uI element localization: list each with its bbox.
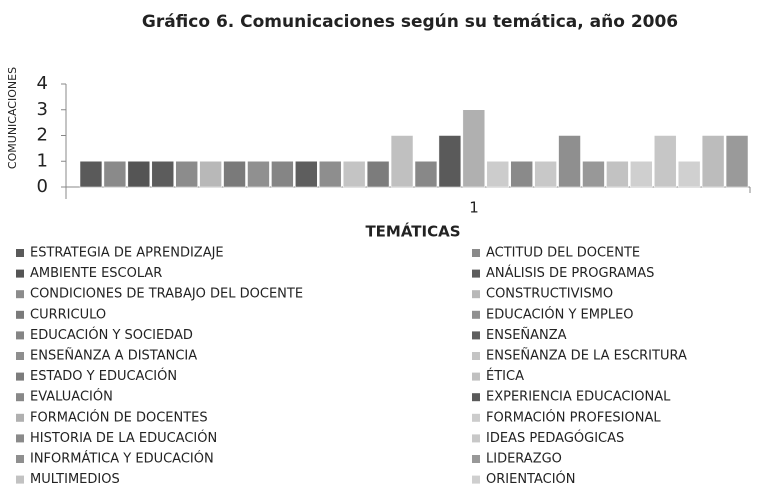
y-tick-label: 0 xyxy=(37,176,48,197)
y-tick-label: 4 xyxy=(37,73,48,94)
legend-label: ENSEÑANZA A DISTANCIA xyxy=(30,348,197,364)
bar xyxy=(342,161,366,188)
bar xyxy=(582,161,605,188)
bar xyxy=(725,135,749,188)
legend-label: FORMACIÓN PROFESIONAL xyxy=(486,409,661,425)
legend-swatch xyxy=(16,372,24,381)
bar xyxy=(486,161,509,188)
legend-label: ORIENTACIÓN xyxy=(486,471,576,487)
bar xyxy=(677,161,701,188)
legend-swatch xyxy=(16,310,24,319)
legend-label: EDUCACIÓN Y SOCIEDAD xyxy=(30,327,193,343)
legend-label: ESTRATEGIA DE APRENDIZAJE xyxy=(30,246,224,261)
bar xyxy=(366,161,390,188)
legend-label: EXPERIENCIA EDUCACIONAL xyxy=(486,390,671,405)
chart-title: Gráfico 6. Comunicaciones según su temát… xyxy=(142,12,678,32)
legend-swatch xyxy=(472,475,480,484)
legend-label: CONDICIONES DE TRABAJO DEL DOCENTE xyxy=(30,287,303,302)
bar xyxy=(199,161,222,188)
y-tick-label: 3 xyxy=(37,99,48,120)
bar xyxy=(390,135,414,188)
legend-label: IDEAS PEDAGÓGICAS xyxy=(486,430,624,446)
legend-swatch xyxy=(472,331,480,340)
bar xyxy=(510,161,533,188)
y-axis-label: COMUNICACIONES xyxy=(6,67,19,169)
legend-label: ÉTICA xyxy=(486,368,524,384)
legend-swatch xyxy=(16,249,24,257)
legend-label: MULTIMEDIOS xyxy=(30,472,120,487)
y-tick-label: 2 xyxy=(37,125,48,146)
bar xyxy=(319,161,342,188)
legend-swatch xyxy=(472,413,480,422)
legend-swatch xyxy=(472,393,480,402)
bar xyxy=(247,161,270,188)
bar xyxy=(127,161,151,188)
legend-swatch xyxy=(472,372,480,381)
legend-label: CONSTRUCTIVISMO xyxy=(486,287,613,302)
legend-label: CURRICULO xyxy=(30,307,106,322)
bar xyxy=(534,161,557,188)
legend-label: FORMACIÓN DE DOCENTES xyxy=(30,409,208,425)
x-axis-label: TEMÁTICAS xyxy=(365,222,460,241)
legend-swatch xyxy=(16,434,24,443)
bar xyxy=(630,161,653,188)
bar xyxy=(295,161,318,188)
bar xyxy=(79,161,103,188)
legend-swatch xyxy=(16,290,24,299)
legend-label: EDUCACIÓN Y EMPLEO xyxy=(486,306,634,322)
legend-swatch xyxy=(16,413,24,422)
legend-swatch xyxy=(472,269,480,278)
legend-swatch xyxy=(472,290,480,299)
legend-swatch xyxy=(16,269,24,278)
x-tick-label: 1 xyxy=(469,199,479,217)
bar xyxy=(606,161,629,188)
legend-label: ANÁLISIS DE PROGRAMAS xyxy=(486,265,654,281)
legend-swatch xyxy=(16,331,24,340)
legend-swatch xyxy=(16,393,24,402)
legend-label: LIDERAZGO xyxy=(486,452,562,467)
legend-label: INFORMÁTICA Y EDUCACIÓN xyxy=(30,451,214,467)
legend-swatch xyxy=(472,249,480,257)
bar xyxy=(223,161,246,188)
bar xyxy=(151,161,174,188)
bar xyxy=(462,109,486,188)
legend-label: ENSEÑANZA xyxy=(486,327,567,343)
legend-label: AMBIENTE ESCOLAR xyxy=(30,266,162,281)
bar xyxy=(103,161,127,188)
legend-swatch xyxy=(472,455,480,463)
bar xyxy=(414,161,438,188)
bar xyxy=(701,135,725,188)
legend-label: HISTORIA DE LA EDUCACIÓN xyxy=(30,430,217,446)
bar xyxy=(271,161,294,188)
legend-label: EVALUACIÓN xyxy=(30,389,113,405)
legend-swatch xyxy=(472,310,480,319)
bar xyxy=(175,161,198,188)
legend-swatch xyxy=(472,434,480,443)
bar xyxy=(558,135,581,188)
bar xyxy=(654,135,677,188)
y-tick-label: 1 xyxy=(37,150,48,171)
bar xyxy=(438,135,462,188)
legend-swatch xyxy=(472,352,480,360)
legend-label: ACTITUD DEL DOCENTE xyxy=(486,246,640,261)
legend-swatch xyxy=(16,455,24,463)
legend-swatch xyxy=(16,352,24,360)
legend-label: ESTADO Y EDUCACIÓN xyxy=(30,368,177,384)
legend-swatch xyxy=(16,475,24,484)
legend-label: ENSEÑANZA DE LA ESCRITURA xyxy=(486,348,687,364)
